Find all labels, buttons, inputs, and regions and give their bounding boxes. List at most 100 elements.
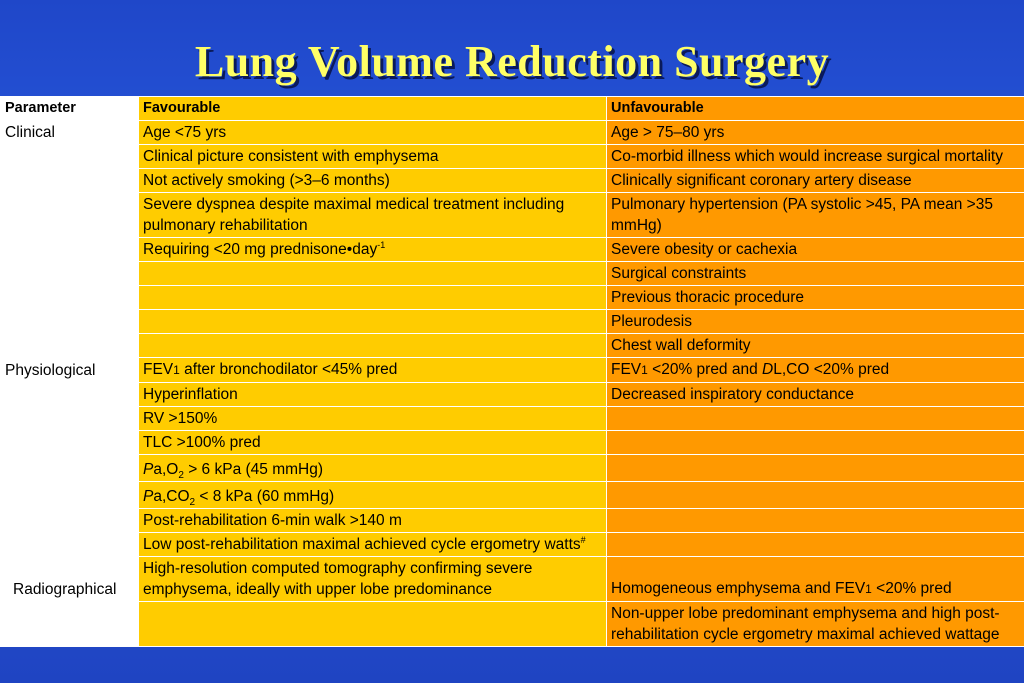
table-row: Pleurodesis — [0, 309, 1024, 334]
unfavourable-cell: Age > 75–80 yrs — [606, 120, 1024, 145]
unfavourable-cell: Chest wall deformity — [606, 333, 1024, 358]
unfavourable-cell — [606, 532, 1024, 557]
table-row: Post-rehabilitation 6-min walk >140 m — [0, 508, 1024, 533]
param-cell: Radiographical — [0, 556, 139, 602]
header-unfavourable: Unfavourable — [606, 96, 1024, 121]
unfavourable-cell: Previous thoracic procedure — [606, 285, 1024, 310]
param-cell — [0, 192, 139, 238]
param-cell — [0, 285, 139, 310]
table-row: Non-upper lobe predominant emphysema and… — [0, 601, 1024, 647]
favourable-cell: TLC >100% pred — [138, 430, 607, 455]
table-row: Radiographical High-resolution computed … — [0, 556, 1024, 602]
param-cell — [0, 333, 139, 358]
unfavourable-cell: Clinically significant coronary artery d… — [606, 168, 1024, 193]
favourable-cell: Pa,O2 > 6 kPa (45 mmHg) — [138, 454, 607, 482]
table-row: Requiring <20 mg prednisone•day-1 Severe… — [0, 237, 1024, 262]
favourable-text: Low post-rehabilitation maximal achieved… — [143, 536, 581, 553]
favourable-cell — [138, 309, 607, 334]
table-row: Clinical Age <75 yrs Age > 75–80 yrs — [0, 120, 1024, 145]
fev-subscript: 1 — [641, 363, 648, 377]
unfavourable-cell — [606, 481, 1024, 509]
table-row: Clinical picture consistent with emphyse… — [0, 144, 1024, 169]
unfavourable-cell: Pulmonary hypertension (PA systolic >45,… — [606, 192, 1024, 238]
favourable-cell: Hyperinflation — [138, 382, 607, 407]
favourable-text: Requiring <20 mg prednisone•day — [143, 241, 378, 258]
header-parameter: Parameter — [0, 96, 139, 121]
unfavourable-cell: Homogeneous emphysema and FEV1 <20% pred — [606, 556, 1024, 602]
unfavourable-cell — [606, 454, 1024, 482]
unfavourable-cell: Severe obesity or cachexia — [606, 237, 1024, 262]
favourable-cell: Age <75 yrs — [138, 120, 607, 145]
unfavourable-cell: FEV1 <20% pred and DL,CO <20% pred — [606, 357, 1024, 383]
param-cell — [0, 481, 139, 509]
superscript: -1 — [377, 239, 386, 250]
table-row: TLC >100% pred — [0, 430, 1024, 455]
favourable-text: > 6 kPa (45 mmHg) — [183, 461, 324, 478]
param-cell — [0, 144, 139, 169]
favourable-cell: Severe dyspnea despite maximal medical t… — [138, 192, 607, 238]
unfavourable-cell: Pleurodesis — [606, 309, 1024, 334]
param-cell — [0, 406, 139, 431]
param-cell — [0, 261, 139, 286]
table-row: Not actively smoking (>3–6 months) Clini… — [0, 168, 1024, 193]
favourable-cell: Not actively smoking (>3–6 months) — [138, 168, 607, 193]
table-row: Pa,CO2 < 8 kPa (60 mmHg) — [0, 481, 1024, 509]
unfavourable-text: <20% pred and — [647, 361, 763, 378]
unfavourable-text: Homogeneous emphysema and FEV — [611, 580, 866, 597]
pao2-text: a,O — [153, 461, 179, 478]
unfavourable-cell — [606, 406, 1024, 431]
header-favourable: Favourable — [138, 96, 607, 121]
fev-subscript: 1 — [865, 582, 872, 596]
unfavourable-cell: Co-morbid illness which would increase s… — [606, 144, 1024, 169]
favourable-cell: Requiring <20 mg prednisone•day-1 — [138, 237, 607, 262]
table-row: Physiological FEV1 after bronchodilator … — [0, 357, 1024, 383]
param-cell: Physiological — [0, 357, 139, 383]
unfavourable-cell — [606, 430, 1024, 455]
subscript: 2 — [189, 497, 196, 509]
table-header-row: Parameter Favourable Unfavourable — [0, 96, 1024, 121]
subscript: 2 — [178, 470, 184, 482]
favourable-cell: Low post-rehabilitation maximal achieved… — [138, 532, 607, 557]
slide-title: Lung Volume Reduction Surgery — [194, 37, 830, 86]
param-cell — [0, 309, 139, 334]
param-cell: Clinical — [0, 120, 139, 145]
favourable-cell: High-resolution computed tomography conf… — [138, 556, 607, 602]
unfavourable-text: <20% pred — [871, 580, 952, 597]
fev-text: FEV — [143, 361, 174, 378]
table-row: Surgical constraints — [0, 261, 1024, 286]
favourable-cell: Post-rehabilitation 6-min walk >140 m — [138, 508, 607, 533]
favourable-text: < 8 kPa (60 mmHg) — [195, 488, 335, 505]
favourable-text: after bronchodilator <45% pred — [179, 361, 398, 378]
favourable-cell: Pa,CO2 < 8 kPa (60 mmHg) — [138, 481, 607, 509]
table-row: Low post-rehabilitation maximal achieved… — [0, 532, 1024, 557]
unfavourable-text: L,CO <20% pred — [773, 361, 890, 378]
unfavourable-cell — [606, 508, 1024, 533]
pao2-italic: P — [143, 461, 154, 478]
favourable-cell: FEV1 after bronchodilator <45% pred — [138, 357, 607, 383]
table-row: Chest wall deformity — [0, 333, 1024, 358]
paco2-text: a,CO — [153, 488, 190, 505]
superscript: # — [580, 534, 586, 545]
dlco-italic: D — [762, 361, 774, 378]
unfavourable-cell: Non-upper lobe predominant emphysema and… — [606, 601, 1024, 647]
table-row: Pa,O2 > 6 kPa (45 mmHg) — [0, 454, 1024, 482]
param-cell — [0, 382, 139, 407]
param-cell — [0, 168, 139, 193]
favourable-cell — [138, 601, 607, 647]
criteria-table: Parameter Favourable Unfavourable Clinic… — [0, 96, 1024, 647]
unfavourable-cell: Decreased inspiratory conductance — [606, 382, 1024, 407]
favourable-cell: RV >150% — [138, 406, 607, 431]
fev-text: FEV — [611, 361, 642, 378]
favourable-cell — [138, 285, 607, 310]
favourable-cell — [138, 333, 607, 358]
unfavourable-cell: Surgical constraints — [606, 261, 1024, 286]
favourable-cell: Clinical picture consistent with emphyse… — [138, 144, 607, 169]
paco2-italic: P — [143, 488, 154, 505]
param-cell — [0, 454, 139, 482]
table-row: Hyperinflation Decreased inspiratory con… — [0, 382, 1024, 407]
param-cell — [0, 532, 139, 557]
table-row: RV >150% — [0, 406, 1024, 431]
fev-subscript: 1 — [173, 363, 180, 377]
favourable-cell — [138, 261, 607, 286]
table-row: Previous thoracic procedure — [0, 285, 1024, 310]
